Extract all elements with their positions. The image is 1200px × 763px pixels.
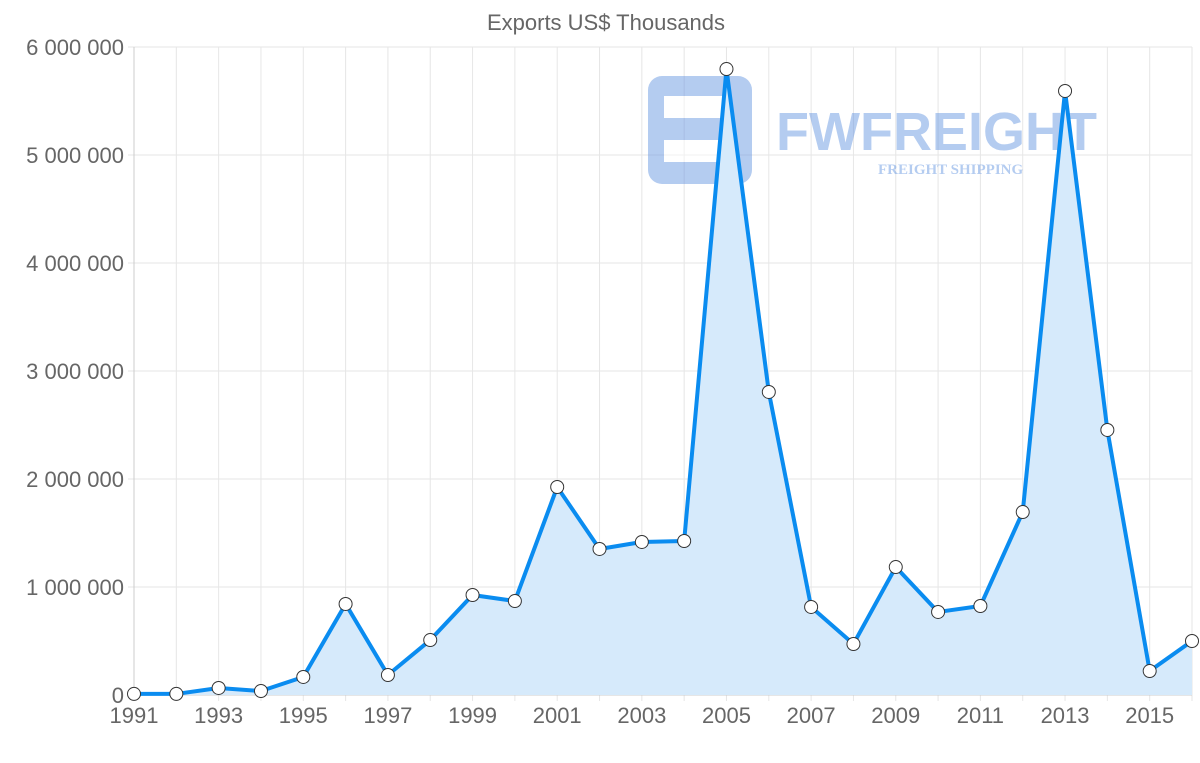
x-tick-label: 1997	[363, 703, 412, 728]
y-tick-label: 4 000 000	[26, 251, 124, 276]
data-point	[1100, 422, 1115, 437]
x-tick-label: 2011	[957, 703, 1004, 728]
x-tick-label: 2015	[1125, 703, 1174, 728]
x-axis: 1991 1993 1995 1997 1999 2001 2003 2005 2007 2009…	[110, 703, 1175, 728]
watermark-logo-cut	[664, 96, 724, 118]
x-tick-label: 1999	[448, 703, 497, 728]
y-tick-label: 6 000 000	[26, 35, 124, 60]
y-tick-label: 3 000 000	[26, 359, 124, 384]
data-point	[127, 686, 141, 701]
data-point	[550, 479, 565, 494]
x-tick-label: 1991	[110, 703, 159, 728]
data-point	[804, 599, 819, 614]
data-point	[846, 637, 861, 652]
data-point	[761, 384, 776, 399]
data-point	[465, 587, 480, 602]
x-tick-label: 2005	[702, 703, 751, 728]
data-point	[169, 686, 184, 701]
watermark-logo: FWFREIGHT FREIGHT SHIPPING	[648, 76, 1097, 184]
data-point	[1142, 664, 1157, 679]
data-point	[253, 684, 268, 699]
data-point	[1058, 83, 1073, 98]
data-point	[1015, 505, 1030, 520]
x-tick-label: 1995	[279, 703, 328, 728]
data-point	[380, 668, 395, 683]
data-point	[507, 594, 522, 609]
y-tick-label: 2 000 000	[26, 467, 124, 492]
x-tick-label: 2007	[787, 703, 836, 728]
data-point	[423, 633, 438, 648]
x-tick-label: 1993	[194, 703, 243, 728]
series-line	[134, 67, 1194, 696]
chart-title: Exports US$ Thousands	[487, 10, 725, 35]
watermark-tagline: FREIGHT SHIPPING	[878, 162, 1023, 178]
x-tick-label: 2001	[533, 703, 582, 728]
data-point	[888, 560, 903, 575]
y-tick-label: 1 000 000	[26, 575, 124, 600]
data-point	[592, 541, 607, 556]
data-points	[127, 62, 1199, 701]
x-tick-label: 2003	[617, 703, 666, 728]
y-tick-label: 0	[112, 683, 124, 708]
watermark-logo-cut	[664, 140, 724, 162]
data-point	[211, 680, 226, 695]
data-point	[296, 669, 311, 684]
area-fill	[134, 69, 1192, 696]
data-point	[677, 533, 692, 548]
data-point	[1185, 634, 1199, 648]
y-tick-label: 5 000 000	[26, 143, 124, 168]
x-tick-label: 2013	[1041, 703, 1090, 728]
data-point	[634, 534, 649, 549]
data-point	[719, 62, 734, 77]
data-point	[931, 604, 946, 619]
data-point	[973, 599, 988, 614]
data-point	[338, 596, 353, 611]
x-tick-label: 2009	[871, 703, 920, 728]
watermark-brand: FWFREIGHT	[776, 102, 1097, 162]
y-axis: 0 1 000 000 2 000 000 3 000 000 4 000 000 5 0…	[26, 35, 124, 708]
